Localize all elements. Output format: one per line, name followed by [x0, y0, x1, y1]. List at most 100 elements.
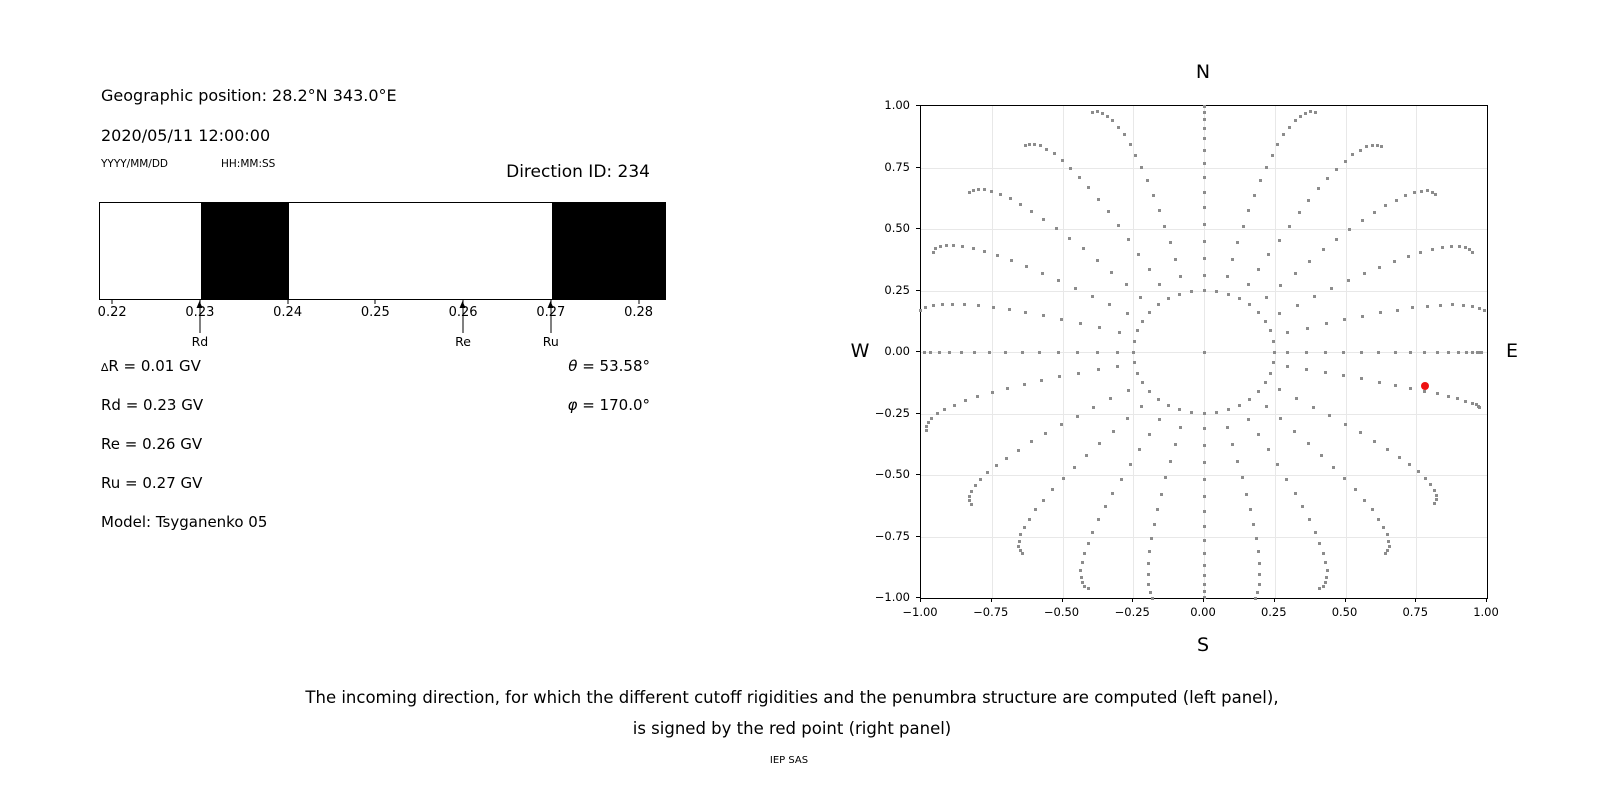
- sky-x-tick-label: 0.25: [1260, 605, 1287, 619]
- direction-dot: [991, 305, 995, 309]
- direction-dot: [1018, 549, 1022, 553]
- direction-dot: [1478, 406, 1482, 410]
- direction-dot: [1370, 508, 1374, 512]
- direction-dot: [1435, 350, 1439, 354]
- sky-y-tick: [916, 597, 920, 598]
- direction-dot: [1096, 258, 1100, 262]
- direction-dot: [1040, 379, 1044, 383]
- direction-dot: [1146, 179, 1150, 183]
- direction-dot: [1042, 498, 1046, 502]
- direction-dot: [1230, 442, 1234, 446]
- direction-dot: [1202, 461, 1206, 465]
- direction-dot: [1378, 311, 1382, 315]
- direction-dot: [1304, 350, 1308, 354]
- direction-dot: [1351, 153, 1355, 157]
- direction-dot: [1244, 492, 1248, 496]
- phi-symbol: φ: [567, 396, 578, 414]
- direction-dot: [1299, 114, 1303, 118]
- datetime-text: 2020/05/11 12:00:00: [101, 126, 271, 145]
- direction-dot: [1225, 275, 1229, 279]
- direction-dot: [976, 394, 980, 398]
- direction-dot: [1097, 197, 1101, 201]
- direction-dot: [1307, 198, 1311, 202]
- sky-y-tick-label: 0.50: [884, 221, 910, 235]
- direction-dot: [1202, 126, 1206, 130]
- direction-dot: [1386, 549, 1390, 553]
- direction-dot: [1111, 491, 1115, 495]
- direction-dot: [1373, 439, 1377, 443]
- direction-dot: [963, 399, 967, 403]
- direction-dot: [1076, 350, 1080, 354]
- penumbra-x-tick: [638, 300, 640, 304]
- direction-dot: [1307, 259, 1311, 263]
- penumbra-x-tick: [374, 300, 376, 304]
- direction-dot: [1080, 561, 1084, 565]
- direction-dot: [1326, 176, 1330, 180]
- direction-dot: [1240, 476, 1244, 480]
- direction-dot: [1385, 533, 1389, 537]
- direction-dot: [1077, 371, 1081, 375]
- direction-dot: [1019, 533, 1023, 537]
- direction-dot: [1023, 144, 1027, 148]
- direction-dot: [1294, 396, 1298, 400]
- direction-dot: [1304, 111, 1308, 115]
- marker-arrow-head-ru: [547, 301, 554, 308]
- direction-dot: [1202, 118, 1206, 122]
- direction-dot: [935, 412, 939, 416]
- direction-dot: [938, 245, 942, 249]
- direction-dot: [1202, 350, 1206, 354]
- direction-dot: [1202, 239, 1206, 243]
- direction-dot: [1419, 189, 1423, 193]
- direction-dot: [1128, 142, 1132, 146]
- direction-dot: [1202, 148, 1206, 152]
- direction-dot: [1056, 278, 1060, 282]
- direction-dot: [1202, 206, 1206, 210]
- direction-dot: [1146, 573, 1150, 577]
- direction-dot: [1010, 259, 1014, 263]
- direction-dot: [1256, 390, 1260, 394]
- direction-dot: [1306, 442, 1310, 446]
- direction-dot: [1456, 397, 1460, 401]
- direction-dot: [1202, 426, 1206, 430]
- direction-dot: [1202, 190, 1206, 194]
- direction-dot: [1034, 508, 1038, 512]
- direction-dot: [1468, 248, 1472, 252]
- sky-y-tick: [916, 535, 920, 537]
- direction-dot: [1392, 260, 1396, 264]
- direction-dot: [1252, 523, 1256, 527]
- marker-arrow-line-rd: [199, 307, 201, 333]
- direction-dot: [1461, 303, 1465, 307]
- sky-x-tick: [1486, 598, 1487, 602]
- direction-dot: [924, 306, 928, 310]
- direction-dot: [1470, 401, 1474, 405]
- direction-dot: [1328, 414, 1332, 418]
- direction-dot: [1008, 197, 1012, 201]
- sky-x-tick-label: −1.00: [902, 605, 938, 619]
- direction-dot: [1125, 311, 1129, 315]
- direction-dot: [982, 188, 986, 192]
- direction-dot: [1202, 525, 1206, 529]
- ru-value: Ru = 0.27 GV: [101, 474, 203, 492]
- direction-dot: [1411, 306, 1415, 310]
- direction-dot: [1301, 505, 1305, 509]
- direction-dot: [1353, 488, 1357, 492]
- direction-dot: [1027, 517, 1031, 521]
- sky-x-tick-label: 0.50: [1331, 605, 1358, 619]
- date-format-label: YYYY/MM/DD: [101, 158, 169, 170]
- direction-dot: [1202, 582, 1206, 586]
- direction-dot: [1091, 530, 1095, 534]
- delta-symbol: ∆: [101, 361, 109, 374]
- direction-dot: [1268, 371, 1272, 375]
- sky-x-tick-label: 1.00: [1473, 605, 1499, 619]
- sky-x-tick: [1273, 598, 1275, 602]
- direction-dot: [1265, 296, 1269, 300]
- sky-y-tick-label: −0.50: [874, 467, 910, 481]
- direction-dot: [1256, 310, 1260, 314]
- direction-dot: [1416, 470, 1420, 474]
- direction-dot: [1365, 145, 1369, 149]
- marker-label-rd: Rd: [191, 334, 209, 349]
- direction-dot: [1394, 198, 1398, 202]
- direction-dot: [1137, 252, 1141, 256]
- sky-y-tick: [916, 166, 920, 168]
- direction-dot: [930, 416, 934, 420]
